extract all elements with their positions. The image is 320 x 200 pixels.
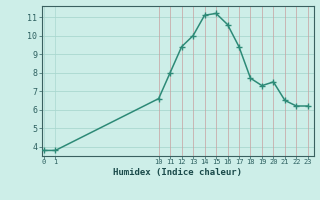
X-axis label: Humidex (Indice chaleur): Humidex (Indice chaleur) — [113, 168, 242, 177]
